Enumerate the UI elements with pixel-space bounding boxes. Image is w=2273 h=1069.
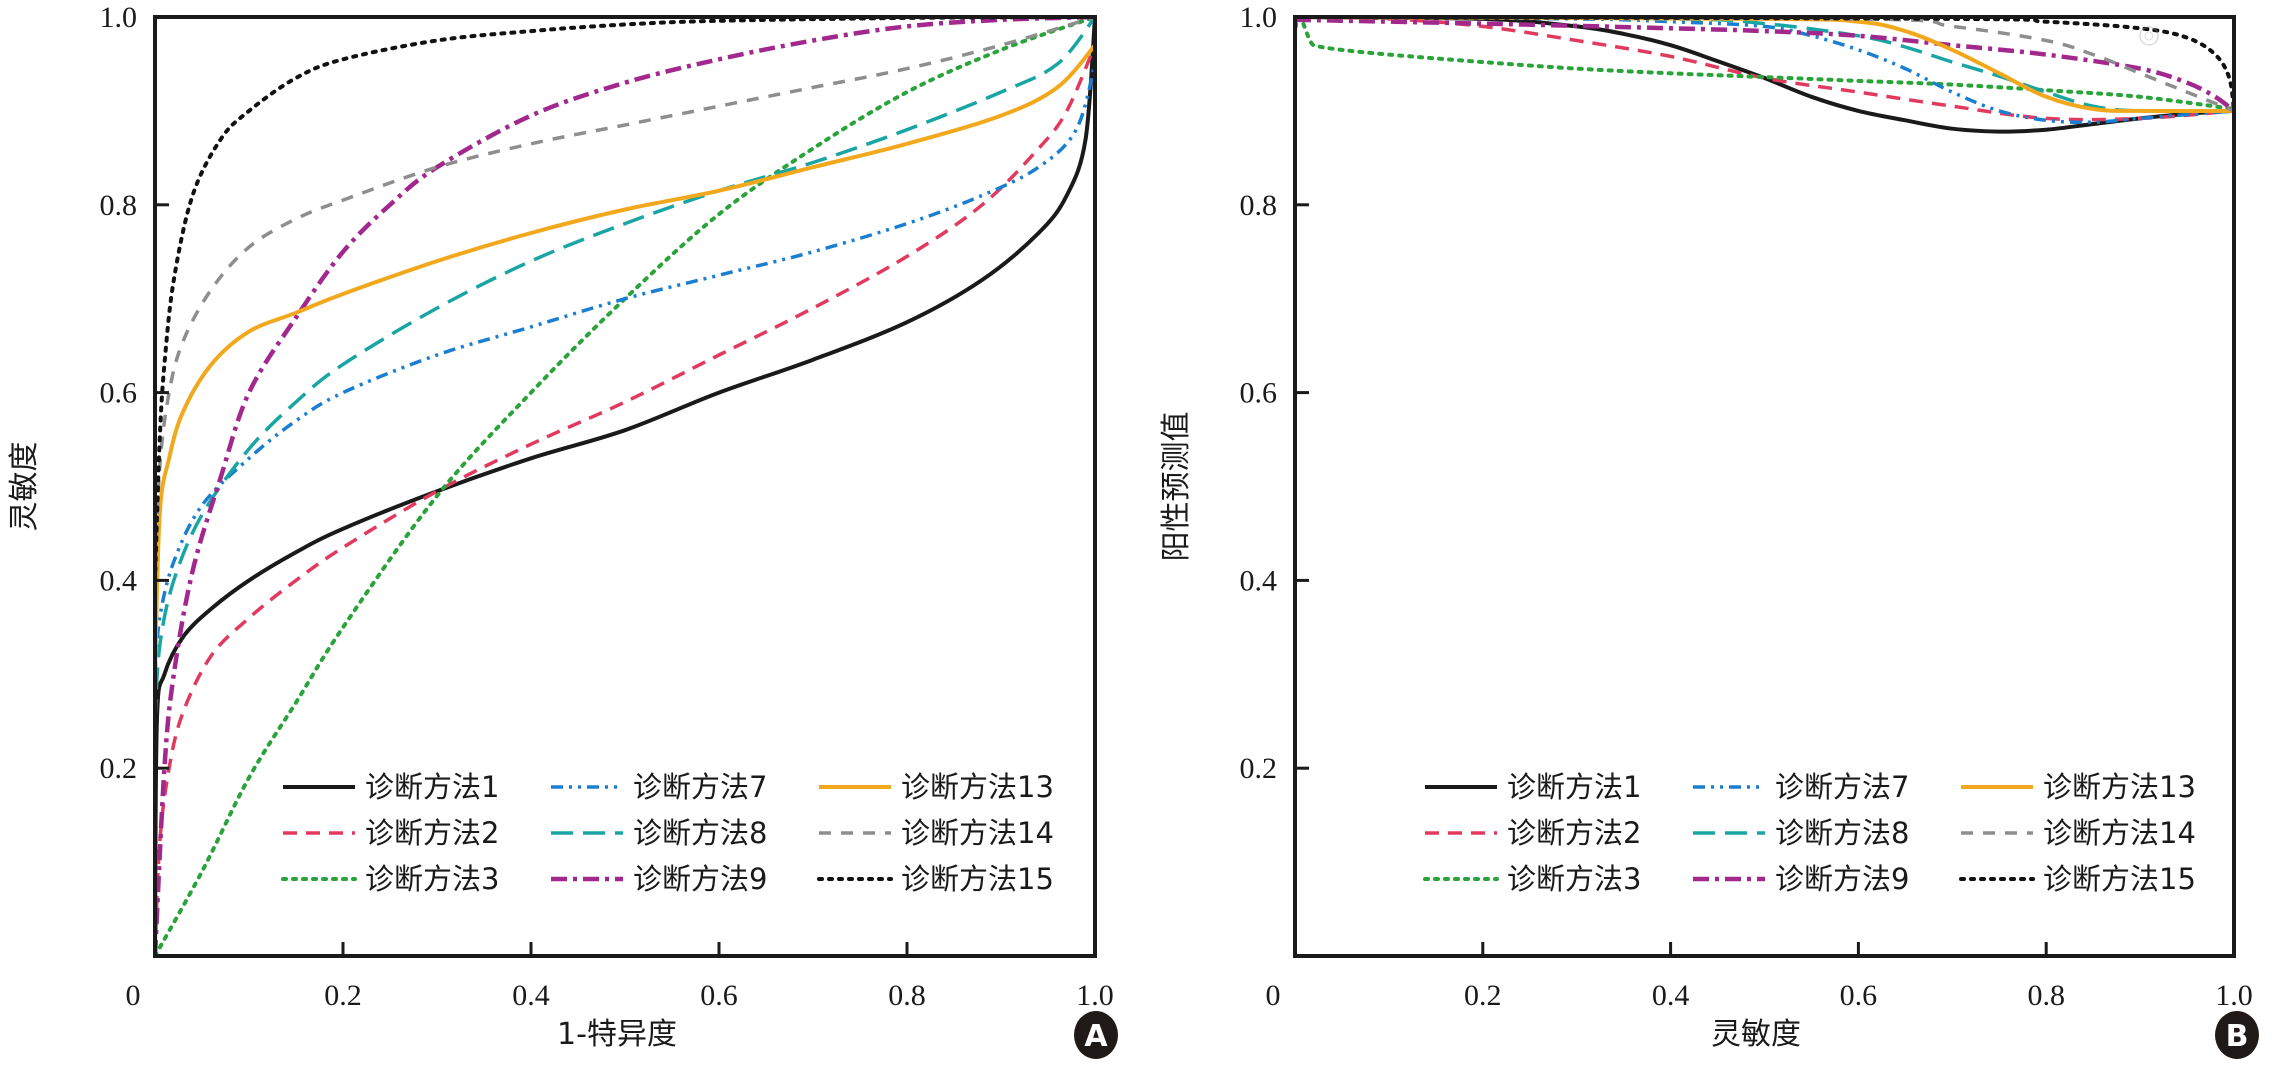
legend-label: 诊断方法1 <box>1507 770 1641 804</box>
x-tick-label: 0 <box>1266 979 1281 1012</box>
series-line-method-7 <box>155 63 1097 675</box>
series-line-method-13 <box>155 43 1097 675</box>
x-tick-label: 0 <box>126 979 141 1012</box>
legend-label: 诊断方法14 <box>2043 816 2196 850</box>
x-tick-label: 1.0 <box>1076 979 1114 1012</box>
legend-item: 诊断方法7 <box>551 770 767 804</box>
legend-label: 诊断方法9 <box>633 862 767 896</box>
x-axis-label: 灵敏度 <box>1711 1017 1801 1052</box>
panel-badge: B <box>2215 1011 2259 1059</box>
legend-item: 诊断方法1 <box>1425 770 1641 804</box>
x-tick-label: 0.2 <box>1464 979 1502 1012</box>
legend-label: 诊断方法7 <box>1775 770 1909 804</box>
legend-item: 诊断方法3 <box>1423 862 1641 896</box>
legend-item: 诊断方法14 <box>1961 816 2196 850</box>
legend: 诊断方法1 诊断方法2 诊断方法3 诊断方法7 诊断方法8 诊断方法9 诊断方法13 诊断方法… <box>281 770 1054 896</box>
x-axis-label: 1-特异度 <box>557 1017 677 1052</box>
legend-item: 诊断方法7 <box>1693 770 1909 804</box>
y-axis-label: 灵敏度 <box>7 442 42 532</box>
legend-label: 诊断方法8 <box>633 816 767 850</box>
legend-label: 诊断方法2 <box>1507 816 1641 850</box>
legend-label: 诊断方法2 <box>365 816 499 850</box>
legend-label: 诊断方法15 <box>2043 862 2196 896</box>
legend-label: 诊断方法3 <box>365 862 499 896</box>
legend-item: 诊断方法15 <box>1959 862 2196 896</box>
series-line-method-14 <box>1295 15 2235 113</box>
y-tick-label: 0.8 <box>1240 189 1278 222</box>
legend-item: 诊断方法9 <box>1693 862 1909 896</box>
y-tick-label: 0.2 <box>1240 752 1278 785</box>
series-line-method-3 <box>155 15 1097 956</box>
series-line-method-1 <box>1295 15 2235 134</box>
legend-item: 诊断方法1 <box>283 770 499 804</box>
series-line-method-2 <box>1295 15 2235 122</box>
panel-b: 0 0.2 0.4 0.6 0.8 1.0 0.2 0.4 0.6 0.8 1.0 灵敏度 阳性预测值诊… <box>1159 1 2259 1059</box>
x-tick-label: 0.4 <box>512 979 550 1012</box>
legend-item: 诊断方法2 <box>283 816 499 850</box>
y-axis-label: 阳性预测值 <box>1159 412 1194 562</box>
series-line-method-9 <box>155 15 1096 956</box>
y-tick-label: 0.6 <box>100 377 138 410</box>
y-tick-label: 0.4 <box>1240 564 1278 597</box>
legend-item: 诊断方法14 <box>819 816 1054 850</box>
legend-item: 诊断方法13 <box>1961 770 2196 804</box>
legend-item: 诊断方法2 <box>1425 816 1641 850</box>
y-tick-label: 1.0 <box>100 1 138 34</box>
panel-badge: A <box>1074 1011 1118 1059</box>
x-tick-label: 0.8 <box>2027 979 2065 1012</box>
series-line-method-13 <box>1295 15 2235 114</box>
series-line-method-3 <box>1295 15 2236 329</box>
series-line-method-15 <box>155 15 1097 583</box>
series-line-method-2 <box>155 44 1097 956</box>
x-tick-label: 0.4 <box>1652 979 1690 1012</box>
badge-circle <box>1074 1011 1118 1059</box>
badge-circle <box>2215 1011 2259 1059</box>
legend-label: 诊断方法3 <box>1507 862 1641 896</box>
legend-label: 诊断方法7 <box>633 770 767 804</box>
plot-frame <box>153 15 1097 958</box>
series-line-method-9 <box>1295 17 2236 113</box>
series-group <box>1295 15 2236 329</box>
legend: 诊断方法1 诊断方法2 诊断方法3 诊断方法7 诊断方法8 诊断方法9 诊断方法13 诊断方法… <box>1423 770 2196 896</box>
legend-label: 诊断方法13 <box>2043 770 2196 804</box>
legend-label: 诊断方法1 <box>365 770 499 804</box>
series-line-method-15 <box>1295 15 2236 113</box>
badge-letter: A <box>1084 1019 1108 1054</box>
legend-label: 诊断方法13 <box>901 770 1054 804</box>
legend-label: 诊断方法14 <box>901 816 1054 850</box>
badge-letter: B <box>2226 1019 2249 1054</box>
legend-item: 诊断方法15 <box>817 862 1054 896</box>
y-tick-label: 0.4 <box>100 564 138 597</box>
x-tick-label: 0.8 <box>888 979 926 1012</box>
series-line-method-1 <box>155 16 1097 956</box>
y-tick-label: 0.2 <box>100 752 138 785</box>
y-tick-label: 0.8 <box>100 189 138 222</box>
legend-label: 诊断方法8 <box>1775 816 1909 850</box>
series-line-method-8 <box>1295 15 2235 114</box>
watermark-logo <box>2139 26 2159 46</box>
legend-item: 诊断方法9 <box>551 862 767 896</box>
legend-item: 诊断方法8 <box>551 816 767 850</box>
y-tick-label: 0.6 <box>1240 377 1278 410</box>
legend-item: 诊断方法3 <box>281 862 499 896</box>
x-tick-label: 0.6 <box>700 979 738 1012</box>
series-group <box>155 15 1097 956</box>
series-line-method-8 <box>155 15 1097 722</box>
plot-frame <box>1293 15 2236 958</box>
legend-item: 诊断方法13 <box>819 770 1054 804</box>
y-tick-label: 1.0 <box>1240 1 1278 34</box>
x-tick-label: 1.0 <box>2215 979 2253 1012</box>
panel-a: 0 0.2 0.4 0.6 0.8 1.0 0.2 0.4 0.6 0.8 1.0 1-特异度 灵敏度诊… <box>7 1 1118 1059</box>
x-tick-label: 0.6 <box>1840 979 1878 1012</box>
legend-label: 诊断方法15 <box>901 862 1054 896</box>
legend-label: 诊断方法9 <box>1775 862 1909 896</box>
x-tick-label: 0.2 <box>324 979 362 1012</box>
legend-item: 诊断方法8 <box>1693 816 1909 850</box>
